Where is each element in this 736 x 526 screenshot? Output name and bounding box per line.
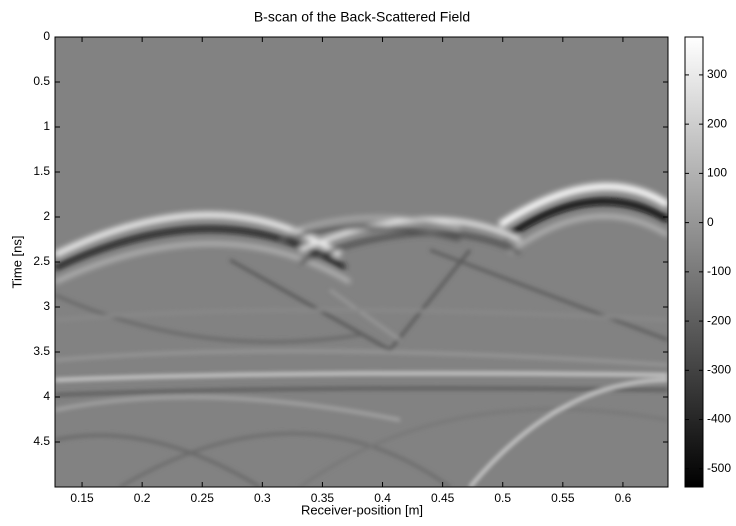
colorbar-tick-label: 200: [707, 116, 727, 130]
x-tick-label: 0.4: [374, 491, 391, 505]
y-tick-label: 1: [43, 119, 50, 133]
y-tick-label: 3: [43, 299, 50, 313]
y-axis-label: Time [ns]: [9, 236, 24, 289]
colorbar-tick-label: -300: [707, 362, 731, 376]
x-tick-label: 0.6: [615, 491, 632, 505]
y-tick-label: 2: [43, 209, 50, 223]
colorbar-tick-label: -400: [707, 412, 731, 426]
x-tick-label: 0.35: [311, 491, 335, 505]
colorbar-tick-label: 0: [707, 215, 714, 229]
colorbar-tick-label: 300: [707, 67, 727, 81]
x-tick-label: 0.5: [494, 491, 511, 505]
x-tick-label: 0.55: [551, 491, 575, 505]
chart-title: B-scan of the Back-Scattered Field: [254, 9, 470, 25]
y-tick-label: 2.5: [33, 254, 50, 268]
x-tick-label: 0.45: [431, 491, 455, 505]
colorbar-tick-label: -100: [707, 264, 731, 278]
x-tick-label: 0.3: [254, 491, 271, 505]
colorbar-tick-label: -500: [707, 461, 731, 475]
colorbar: [684, 36, 704, 488]
x-tick-label: 0.25: [191, 491, 215, 505]
y-tick-label: 0: [43, 29, 50, 43]
colorbar-tick-label: -200: [707, 313, 731, 327]
x-tick-label: 0.2: [134, 491, 151, 505]
y-tick-label: 0.5: [33, 74, 50, 88]
y-tick-label: 1.5: [33, 164, 50, 178]
colorbar-tick-label: 100: [707, 166, 727, 180]
y-tick-label: 4: [43, 389, 50, 403]
y-tick-label: 4.5: [33, 434, 50, 448]
heatmap-image: [55, 37, 668, 487]
x-tick-label: 0.15: [70, 491, 94, 505]
x-axis-label: Receiver-position [m]: [301, 502, 423, 517]
y-tick-label: 3.5: [33, 344, 50, 358]
